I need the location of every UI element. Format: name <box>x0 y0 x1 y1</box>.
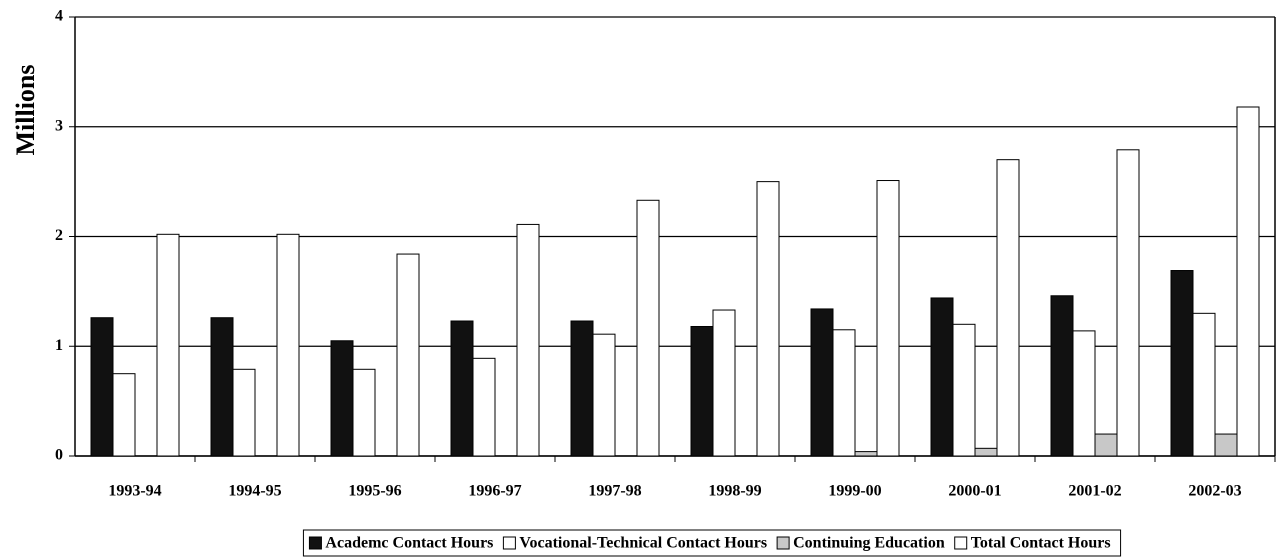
bar <box>712 309 736 457</box>
bar <box>210 317 234 457</box>
x-tick-label: 2001-02 <box>1068 483 1121 500</box>
legend-swatch <box>502 536 516 550</box>
x-tick-label: 1994-95 <box>228 483 281 500</box>
x-tick-label: 1998-99 <box>708 483 761 500</box>
bar <box>1072 330 1096 457</box>
x-tick-label: 1997-98 <box>588 483 641 500</box>
legend-label: Vocational-Technical Contact Hours <box>519 535 767 552</box>
bar <box>952 323 976 457</box>
bar <box>1170 270 1194 457</box>
x-tick-label: 2000-01 <box>948 483 1001 500</box>
y-tick-label: 1 <box>55 337 63 354</box>
bar <box>1192 312 1216 457</box>
legend-label: Continuing Education <box>793 535 945 552</box>
bar <box>472 357 496 457</box>
bar <box>112 373 136 457</box>
legend-label: Total Contact Hours <box>971 535 1111 552</box>
bar <box>810 308 834 457</box>
legend-swatch <box>776 536 790 550</box>
bar <box>690 325 714 457</box>
bar <box>876 180 900 457</box>
x-tick-label: 2002-03 <box>1188 483 1241 500</box>
bar <box>592 333 616 457</box>
legend-swatch <box>308 536 322 550</box>
bar <box>974 447 998 457</box>
bar <box>756 181 780 457</box>
bar <box>1116 149 1140 457</box>
legend-swatch <box>954 536 968 550</box>
y-tick-label: 4 <box>55 8 63 25</box>
bar <box>854 451 878 457</box>
bar <box>1214 433 1238 457</box>
x-tick-label: 1999-00 <box>828 483 881 500</box>
legend-box <box>302 529 1122 557</box>
bar <box>570 320 594 457</box>
bar <box>276 233 300 457</box>
bar <box>636 199 660 457</box>
bar <box>156 233 180 457</box>
bar <box>232 368 256 457</box>
bar <box>516 223 540 457</box>
y-axis-label: Millions <box>11 64 40 155</box>
bar <box>996 159 1020 457</box>
x-tick-label: 1996-97 <box>468 483 521 500</box>
bar <box>1050 295 1074 457</box>
bar <box>90 317 114 457</box>
bar <box>352 368 376 457</box>
legend-label: Academc Contact Hours <box>325 535 493 552</box>
bar <box>1236 106 1260 457</box>
y-tick-label: 0 <box>55 447 63 464</box>
bar <box>1094 433 1118 457</box>
x-tick-label: 1995-96 <box>348 483 401 500</box>
x-tick-label: 1993-94 <box>108 483 161 500</box>
bar <box>832 329 856 457</box>
y-tick-label: 3 <box>55 117 63 134</box>
bar <box>930 297 954 457</box>
bar <box>330 340 354 457</box>
y-tick-label: 2 <box>55 227 63 244</box>
bar <box>396 253 420 457</box>
bar <box>450 320 474 457</box>
